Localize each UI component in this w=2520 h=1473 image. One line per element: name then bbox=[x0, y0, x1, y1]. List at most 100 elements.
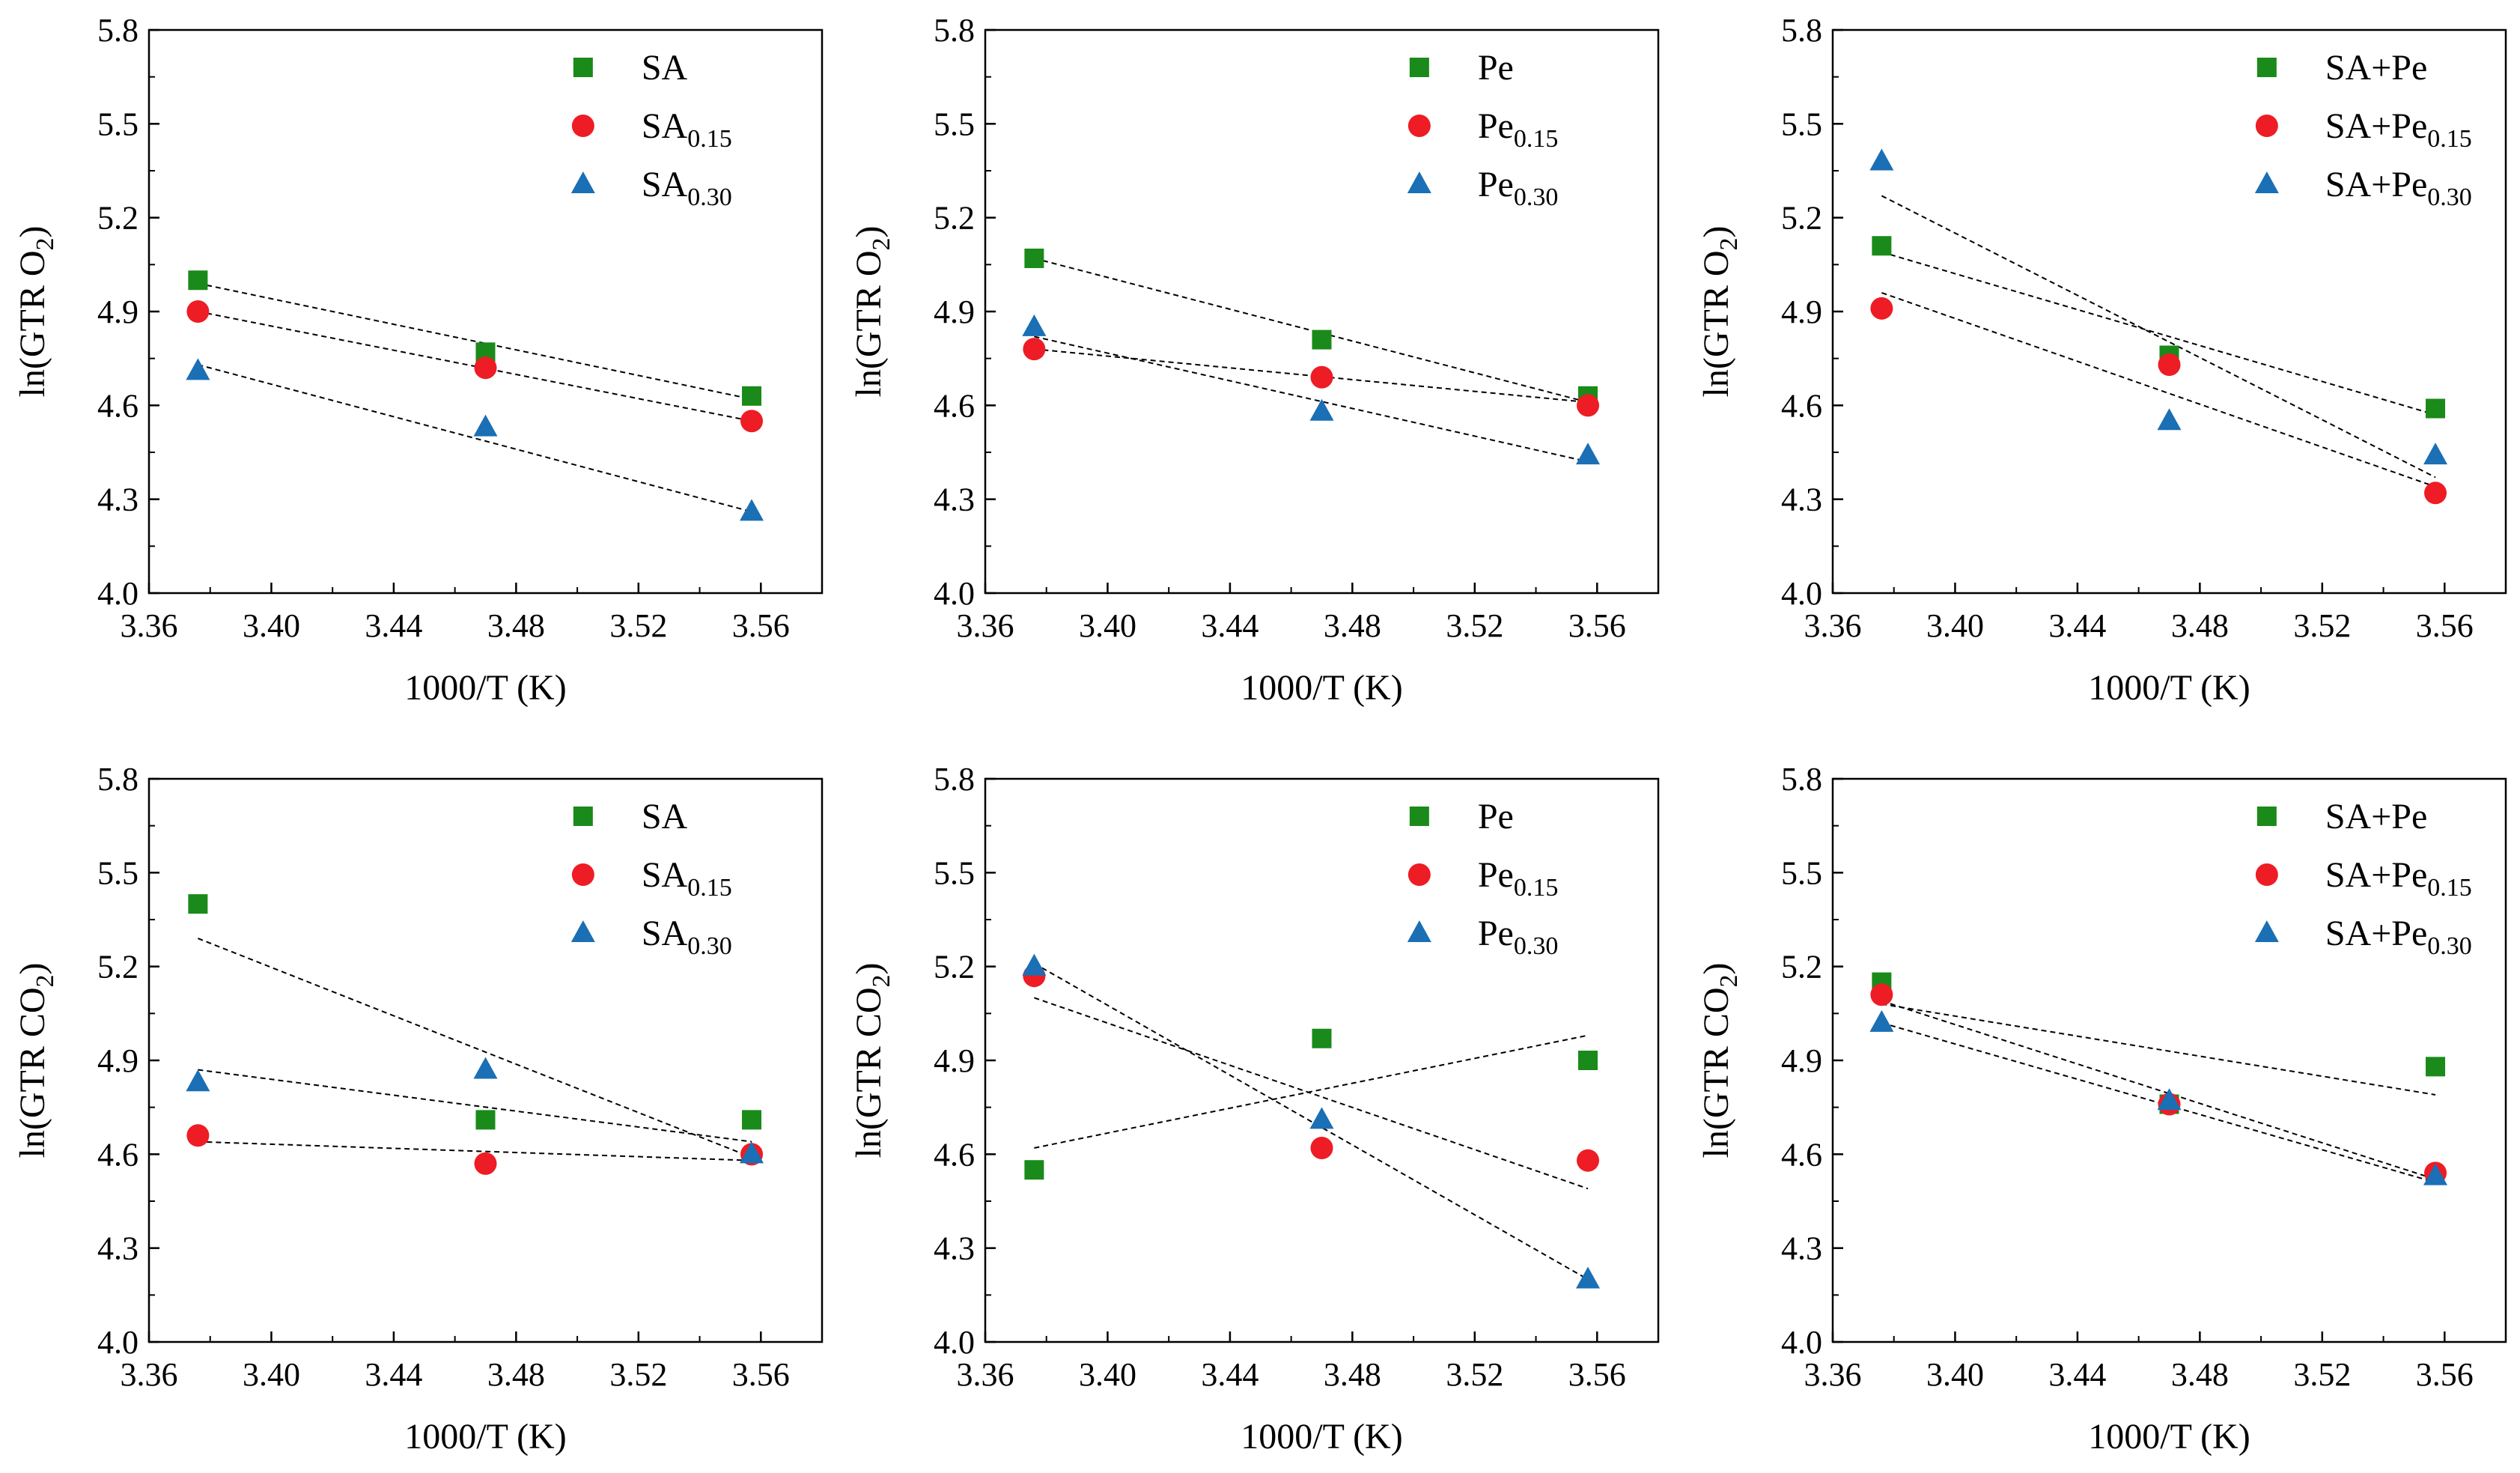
y-tick-label: 5.8 bbox=[97, 12, 139, 49]
y-tick-label: 4.3 bbox=[934, 482, 975, 518]
y-tick-label: 4.9 bbox=[1781, 294, 1822, 330]
y-axis-title-main: ln(GTR CO bbox=[1696, 987, 1736, 1158]
y-tick-label: 5.2 bbox=[97, 200, 139, 237]
y-tick-label: 4.9 bbox=[97, 1042, 139, 1079]
data-point-square bbox=[2426, 1057, 2446, 1077]
x-tick-label: 3.40 bbox=[243, 607, 300, 644]
y-axis-title-close: ) bbox=[849, 226, 889, 238]
legend-label-subscript: 0.30 bbox=[1514, 183, 1559, 211]
legend-label-main: Pe bbox=[1478, 165, 1514, 204]
data-point-triangle bbox=[2423, 1163, 2448, 1185]
y-tick-label: 5.8 bbox=[1781, 12, 1822, 49]
data-point-circle bbox=[1870, 297, 1893, 320]
y-tick-label: 5.5 bbox=[934, 106, 975, 142]
legend-marker-triangle bbox=[2254, 920, 2279, 942]
y-tick-label: 4.9 bbox=[97, 294, 139, 330]
legend-label-main: SA bbox=[642, 48, 688, 88]
legend-marker-circle bbox=[1407, 863, 1431, 886]
y-tick-label: 4.3 bbox=[1781, 1230, 1822, 1267]
legend-marker-circle bbox=[571, 115, 594, 137]
x-tick-label: 3.52 bbox=[609, 1356, 667, 1393]
legend-label-subscript: 0.15 bbox=[687, 125, 732, 153]
y-axis-title: ln(GTR O2) bbox=[13, 226, 59, 398]
y-axis-title-close: ) bbox=[1696, 963, 1736, 975]
y-tick-label: 4.3 bbox=[1781, 482, 1822, 518]
legend-label-subscript: 0.30 bbox=[1514, 932, 1559, 960]
x-tick-label: 3.44 bbox=[365, 607, 422, 644]
x-tick-label: 3.44 bbox=[2048, 607, 2106, 644]
data-point-triangle bbox=[2157, 1088, 2182, 1111]
legend-label-main: SA+Pe bbox=[2325, 106, 2427, 146]
y-axis-title: ln(GTR CO2) bbox=[849, 963, 895, 1158]
chart-panel-2: 3.36 3.40 3.44 3.48 3.52 3.56 4.0 4.3 4.6 4.9 5.2 5… bbox=[849, 12, 1660, 708]
fit-line-triangle bbox=[1881, 195, 2436, 479]
y-axis-title-subscript: 2 bbox=[31, 974, 59, 987]
fit-line-circle bbox=[198, 1141, 752, 1161]
x-tick-label: 3.36 bbox=[957, 607, 1014, 644]
y-axis-title-main: ln(GTR O bbox=[849, 251, 889, 398]
legend-label-main: SA bbox=[642, 106, 688, 146]
legend-label-subscript: 0.30 bbox=[687, 183, 732, 211]
x-tick-label: 3.52 bbox=[609, 607, 667, 644]
y-tick-label: 4.9 bbox=[934, 1042, 975, 1079]
data-point-triangle bbox=[1309, 1107, 1334, 1129]
y-tick-label: 5.2 bbox=[1781, 200, 1822, 237]
data-point-square bbox=[1872, 236, 1892, 256]
y-axis-title-main: ln(GTR O bbox=[1696, 251, 1736, 398]
y-tick-label: 5.5 bbox=[97, 106, 139, 142]
x-tick-label: 3.40 bbox=[1079, 607, 1136, 644]
x-tick-label: 3.44 bbox=[365, 1356, 422, 1393]
y-tick-label: 5.5 bbox=[1781, 106, 1822, 142]
legend-label-subscript: 0.15 bbox=[687, 874, 732, 902]
x-tick-label: 3.48 bbox=[2171, 1356, 2229, 1393]
data-point-triangle bbox=[740, 1141, 764, 1164]
data-point-circle bbox=[2424, 482, 2447, 505]
y-tick-label: 4.0 bbox=[1781, 575, 1822, 612]
legend-label-subscript: 0.15 bbox=[2427, 125, 2472, 153]
data-point-circle bbox=[1577, 1149, 1600, 1172]
y-axis-title-main: ln(GTR CO bbox=[13, 987, 52, 1158]
x-axis-title: 1000/T (K) bbox=[404, 668, 566, 708]
y-tick-label: 4.6 bbox=[934, 1136, 975, 1173]
y-tick-label: 4.6 bbox=[1781, 1136, 1822, 1173]
data-point-square bbox=[188, 894, 208, 914]
y-axis-title-main: ln(GTR O bbox=[13, 251, 52, 398]
y-tick-label: 4.6 bbox=[97, 1136, 139, 1173]
legend-label: Pe0.30 bbox=[1478, 165, 1559, 211]
y-axis-title-subscript: 2 bbox=[31, 238, 59, 251]
x-tick-label: 3.52 bbox=[2293, 1356, 2351, 1393]
x-tick-label: 3.48 bbox=[1324, 607, 1381, 644]
x-tick-label: 3.40 bbox=[1079, 1356, 1136, 1393]
x-tick-label: 3.40 bbox=[1926, 607, 1984, 644]
x-tick-label: 3.56 bbox=[732, 607, 790, 644]
legend-label: SA+Pe0.15 bbox=[2325, 855, 2472, 902]
x-tick-label: 3.36 bbox=[121, 1356, 178, 1393]
data-point-triangle bbox=[2157, 408, 2182, 431]
fit-line-circle bbox=[1881, 291, 2436, 488]
legend-marker-triangle bbox=[570, 920, 595, 942]
legend-label-main: SA bbox=[642, 914, 688, 953]
fit-line-square bbox=[1881, 251, 2436, 416]
x-axis-title: 1000/T (K) bbox=[1241, 668, 1402, 708]
data-point-triangle bbox=[1309, 398, 1334, 421]
data-point-circle bbox=[1310, 365, 1333, 389]
y-tick-label: 4.0 bbox=[97, 1324, 139, 1361]
data-point-circle bbox=[1577, 394, 1600, 417]
y-tick-label: 5.8 bbox=[97, 761, 139, 798]
legend-label-subscript: 0.15 bbox=[1514, 874, 1559, 902]
x-tick-label: 3.56 bbox=[732, 1356, 790, 1393]
legend-label-main: Pe bbox=[1478, 797, 1514, 836]
y-tick-label: 5.5 bbox=[934, 854, 975, 891]
legend-marker-square bbox=[2256, 807, 2277, 826]
x-tick-label: 3.56 bbox=[2416, 607, 2474, 644]
y-axis-title-subscript: 2 bbox=[1715, 974, 1743, 987]
y-tick-label: 4.9 bbox=[1781, 1042, 1822, 1079]
data-point-circle bbox=[1023, 338, 1046, 361]
fit-line-circle bbox=[1881, 1000, 2436, 1180]
data-point-triangle bbox=[740, 499, 764, 521]
x-tick-label: 3.48 bbox=[487, 607, 545, 644]
data-point-circle bbox=[740, 410, 764, 433]
fit-line-triangle bbox=[1034, 335, 1589, 463]
legend-label: SA bbox=[642, 48, 688, 88]
x-tick-label: 3.44 bbox=[2048, 1356, 2106, 1393]
